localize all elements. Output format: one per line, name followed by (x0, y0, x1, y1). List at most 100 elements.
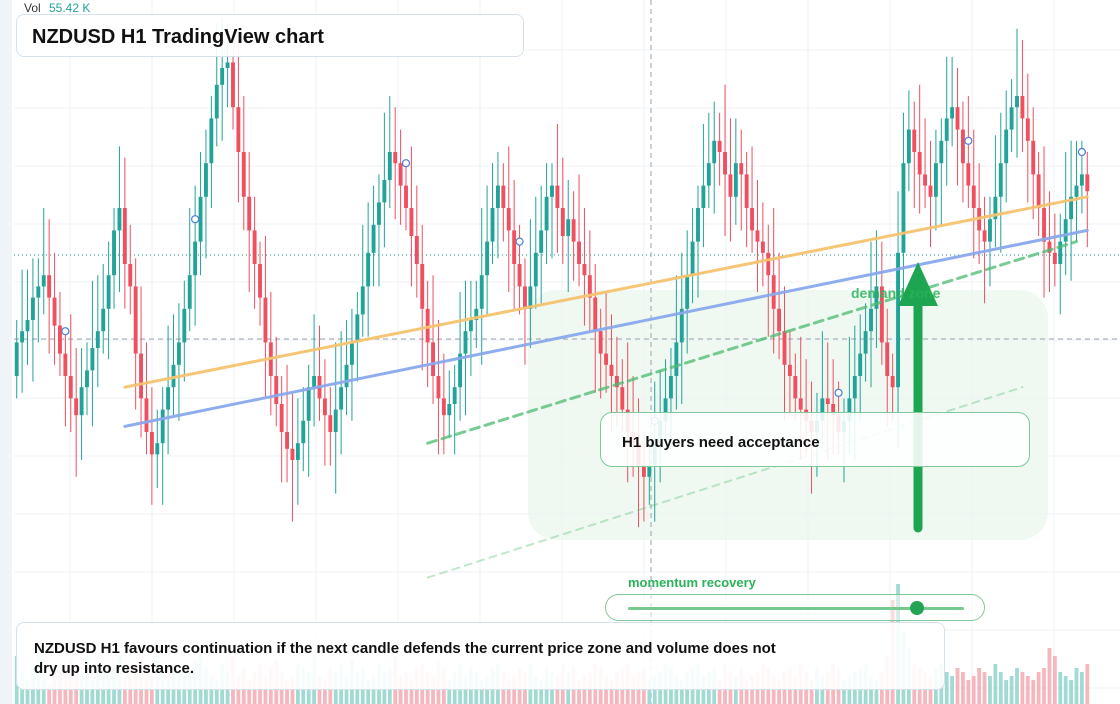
volume-bar (609, 680, 614, 704)
candle (468, 280, 473, 376)
candle-body (831, 404, 836, 416)
volume-bar (533, 676, 538, 704)
candle-body (149, 432, 154, 455)
volume-bar (988, 676, 992, 704)
candle-body (950, 107, 955, 119)
volume-bar (479, 680, 484, 704)
candle (928, 140, 933, 248)
candle (95, 275, 100, 388)
candle (766, 224, 771, 337)
momentum-slider[interactable] (605, 594, 985, 621)
candle-body (144, 398, 149, 432)
candle-body (706, 163, 711, 186)
volume-bar (166, 680, 170, 704)
volume-bar (323, 680, 327, 704)
volume-bar (982, 672, 987, 704)
candle (263, 236, 268, 399)
candle (431, 275, 435, 404)
candle-body (896, 252, 900, 388)
volume-bar (998, 672, 1003, 704)
candle (944, 56, 949, 186)
candle (550, 163, 554, 259)
volume-bar (431, 676, 435, 704)
candle (782, 286, 787, 421)
volume-bar (955, 668, 960, 704)
candle-body (917, 152, 922, 175)
volume-bar (1025, 676, 1030, 704)
candle-body (587, 275, 592, 298)
candle (349, 308, 354, 421)
candle-body (90, 348, 95, 371)
candle (712, 101, 717, 214)
volume-bar (1015, 668, 1019, 704)
candle-body (533, 252, 538, 287)
volume-bar (1058, 672, 1063, 704)
candle (960, 101, 965, 203)
candle-body (279, 404, 284, 432)
candle-body (312, 376, 317, 388)
candle-body (236, 107, 241, 152)
candle-body (333, 409, 338, 432)
candle-body (1047, 241, 1052, 253)
candle-body (1058, 241, 1063, 264)
candle (512, 180, 517, 309)
candle-body (447, 404, 452, 416)
volume-bar (1031, 680, 1036, 704)
volume-bar (25, 680, 30, 704)
candle-body (41, 275, 46, 287)
candle-body (928, 185, 933, 197)
candle (101, 264, 106, 354)
candle-body (939, 140, 944, 164)
candle (252, 196, 257, 309)
candle-body (252, 230, 257, 264)
candle-body (993, 196, 998, 220)
candle (463, 280, 468, 416)
candle-body (988, 219, 992, 242)
candle (155, 409, 160, 488)
candle-body (414, 236, 419, 264)
candle (241, 96, 246, 231)
candle-body (739, 163, 744, 175)
candle (258, 241, 262, 326)
candle-body (322, 398, 327, 416)
candle-body (74, 398, 79, 416)
candle-body (112, 230, 116, 276)
demand-zone-label: demand zone (851, 285, 941, 301)
candle-body (782, 331, 787, 365)
candle (122, 157, 127, 309)
candle-body (1063, 219, 1068, 242)
volume-bar (371, 676, 376, 704)
candle-body (744, 174, 749, 208)
candle (274, 336, 279, 427)
candle (674, 275, 679, 410)
candle-body (79, 387, 84, 416)
volume-bar (1085, 664, 1090, 704)
candle-body (247, 196, 252, 231)
blue-trend-line (123, 228, 1089, 428)
candle (587, 230, 592, 332)
candle (744, 152, 749, 248)
candle (917, 84, 922, 214)
candle-body (198, 196, 203, 242)
volume-value: 55.42 K (49, 1, 91, 15)
candle-body (106, 275, 111, 309)
candle-body (960, 129, 965, 164)
candle (20, 269, 25, 393)
candle-body (458, 353, 463, 388)
volume-bar (285, 680, 289, 704)
candle (479, 208, 484, 365)
candle-body (155, 443, 160, 455)
candle-body (550, 185, 554, 197)
volume-bar (555, 676, 560, 704)
volume-bar (263, 676, 268, 704)
candle-body (663, 398, 668, 421)
candle-body (1004, 129, 1009, 164)
momentum-knob[interactable] (909, 601, 924, 615)
candle (869, 241, 873, 388)
candle-body (1009, 107, 1014, 130)
volume-bar (447, 680, 452, 704)
candle (247, 152, 252, 292)
candle (912, 101, 917, 208)
candle-body (30, 297, 35, 320)
